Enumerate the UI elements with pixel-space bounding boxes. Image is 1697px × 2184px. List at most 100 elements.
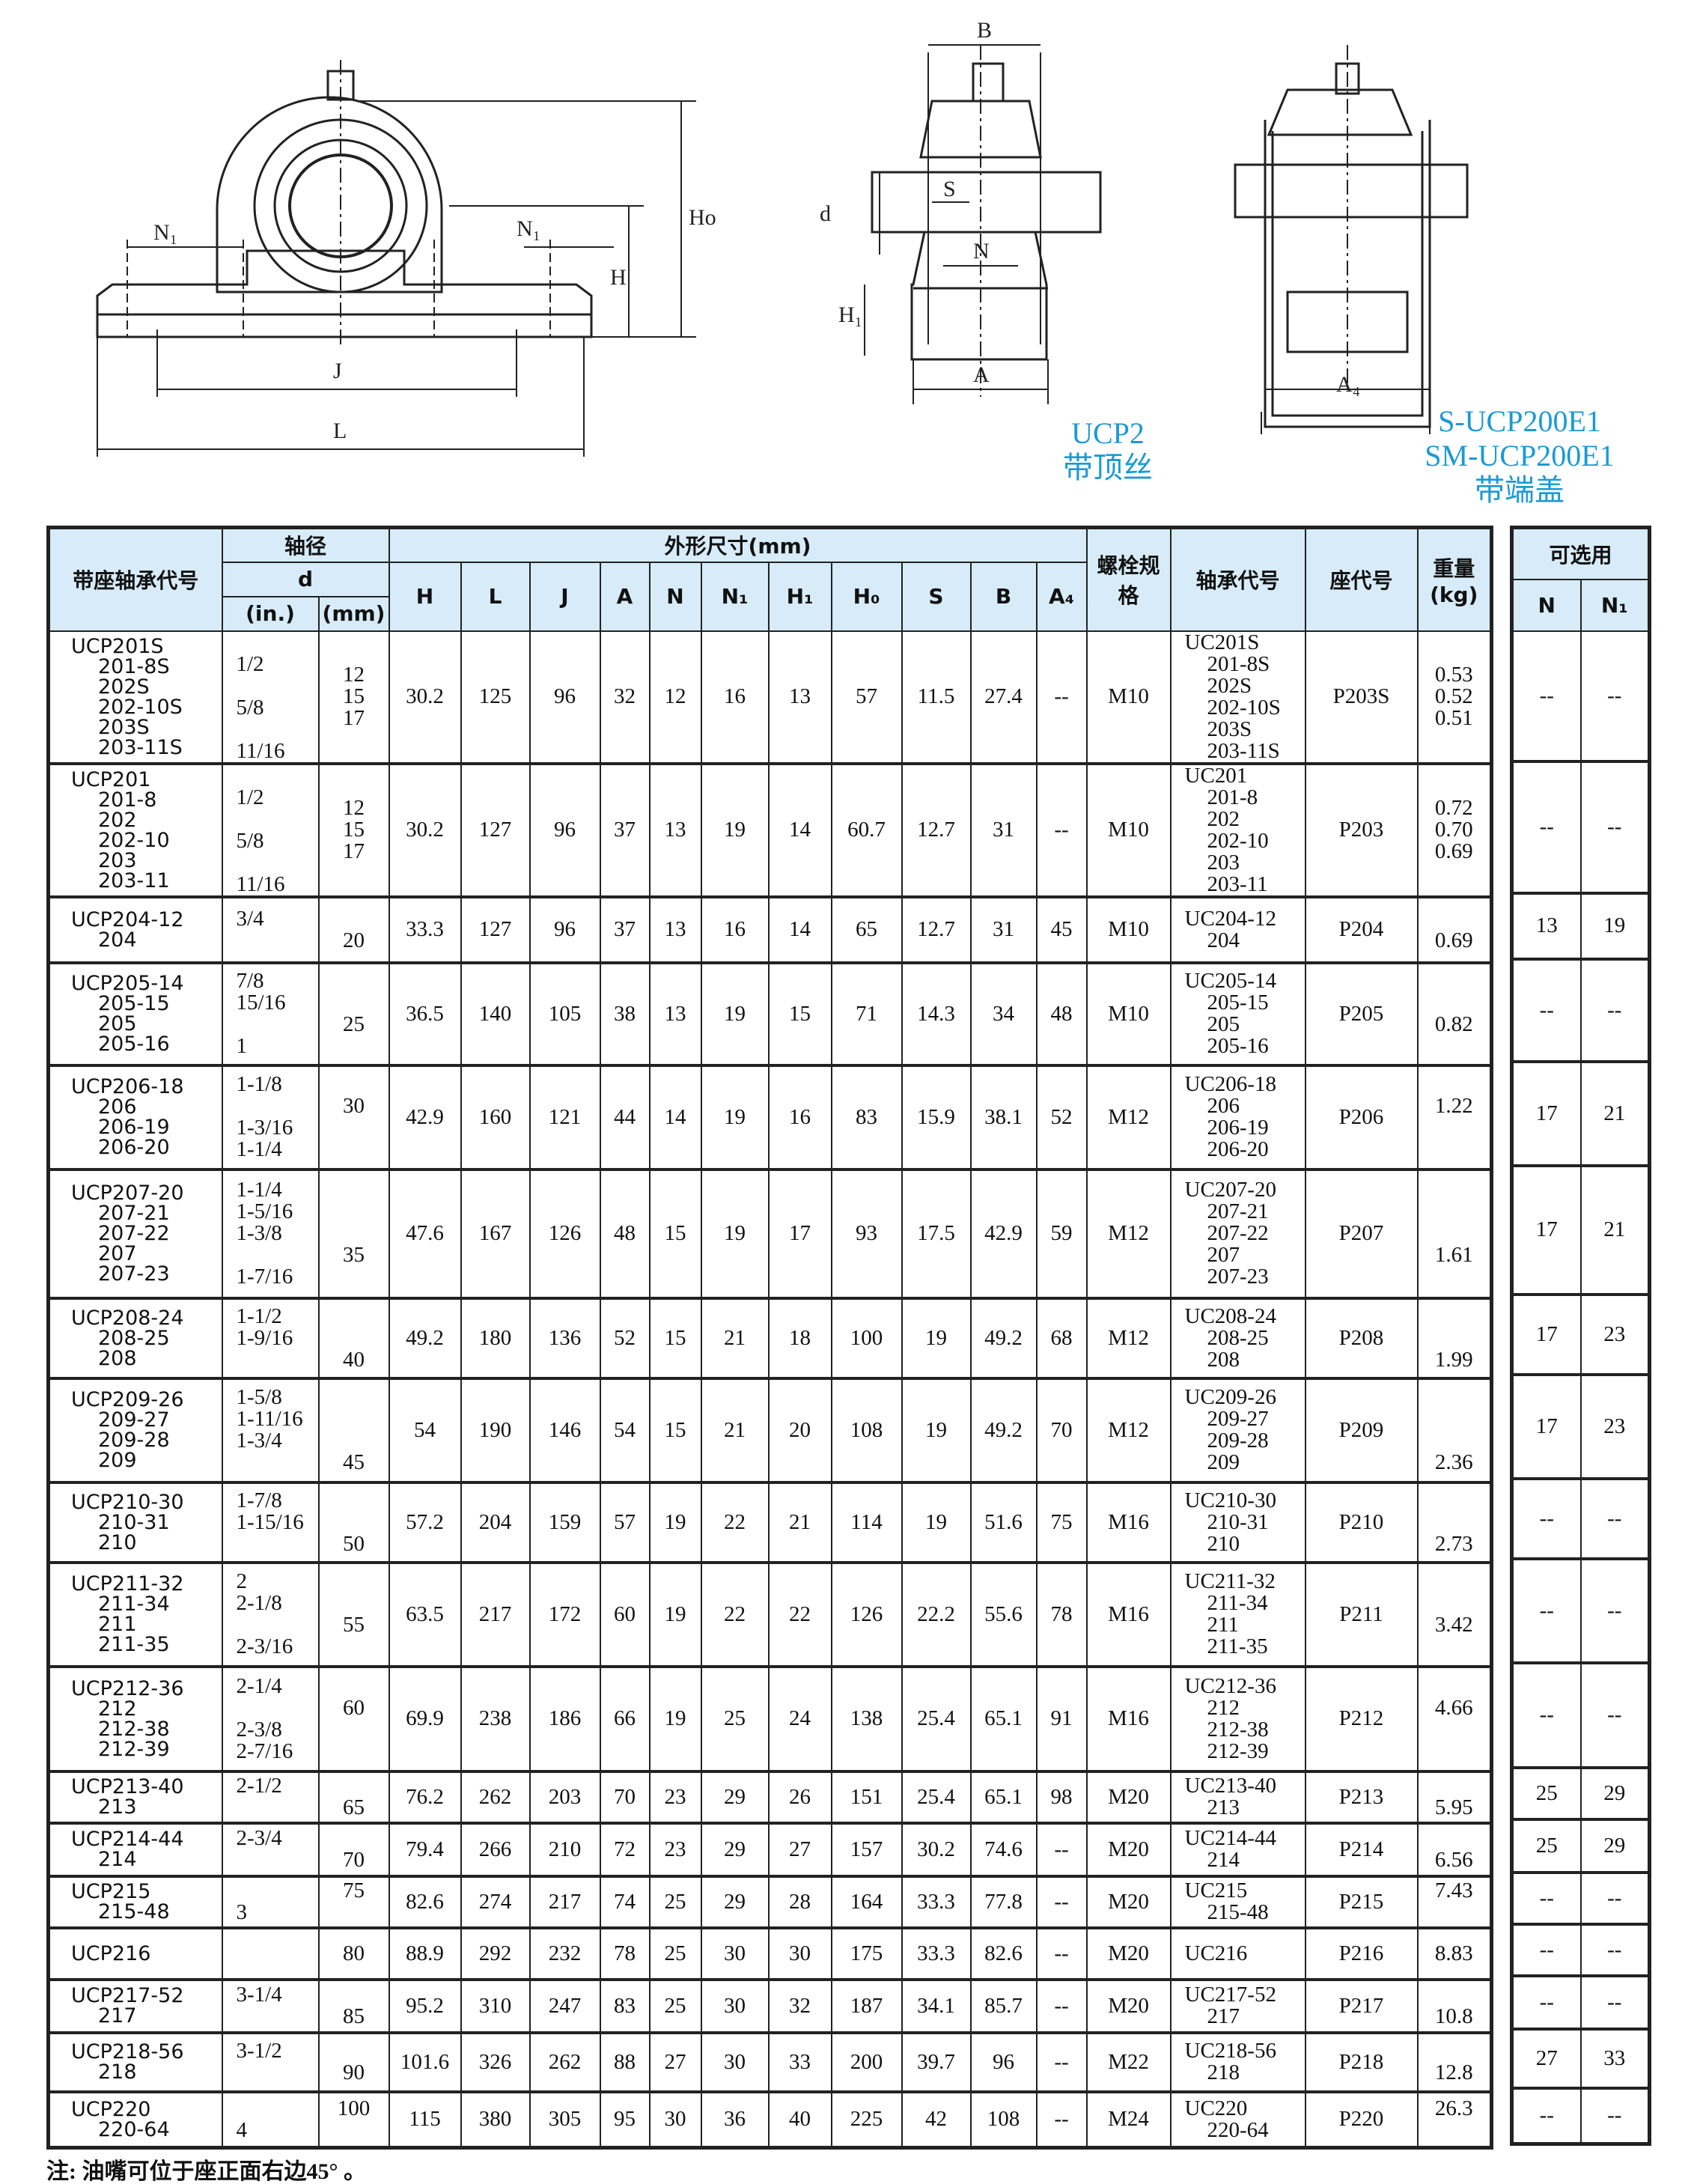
bearing-code: UC214-44 214 xyxy=(1169,1822,1306,1878)
unit-code: UCP206-18 206 206-19 206-20 xyxy=(47,1064,223,1171)
dim-value: 232 xyxy=(528,1926,601,1981)
dim-value: 262 xyxy=(528,2031,601,2093)
bearing-code-line: UC215 xyxy=(1184,1879,1248,1902)
optional-n: 17 xyxy=(1511,1293,1582,1376)
optional-row: 17 23 xyxy=(1511,1373,1651,1480)
weight: 0.69 xyxy=(1416,895,1493,964)
bearing-code-line: 201-8 xyxy=(1207,785,1258,809)
optional-row: -- -- xyxy=(1511,1477,1651,1560)
dim-value: 91 xyxy=(1035,1665,1088,1773)
weight-line xyxy=(1419,1306,1490,1327)
optional-n1: -- xyxy=(1579,760,1651,895)
dim-value: 247 xyxy=(528,1978,601,2034)
shaft-inch-line: 1-7/16 xyxy=(236,1265,293,1289)
optional-n1: 29 xyxy=(1579,1818,1651,1874)
bolt-size: M20 xyxy=(1085,1822,1172,1878)
bearing-code-line: 202-10S xyxy=(1207,695,1281,720)
unit-code: UCP213-40 213 xyxy=(47,1770,223,1825)
table-row: UCP214-44 214 2-3/4 70 79.4 266 210 72 23 29 27 15… xyxy=(47,1822,1493,1878)
unit-code-line: 220-64 xyxy=(98,2117,170,2141)
dim-value: 96 xyxy=(528,630,601,765)
unit-code-line: UCP217-52 xyxy=(71,1984,184,2007)
shaft-inch-line xyxy=(237,1095,318,1117)
bearing-code-line: 206-19 xyxy=(1207,1116,1269,1140)
weight-line xyxy=(1419,1327,1490,1349)
shaft-mm-line xyxy=(320,1139,389,1161)
shaft-mm-line xyxy=(320,1719,389,1741)
dim-value: 238 xyxy=(460,1665,531,1773)
shaft-inch-line xyxy=(237,632,318,654)
dim-value: 12 xyxy=(648,630,702,765)
dim-value: -- xyxy=(1035,1875,1088,1929)
shaft-inch-line xyxy=(237,675,318,697)
shaft-mm-line xyxy=(320,1074,389,1095)
weight-line xyxy=(1419,1074,1490,1095)
weight-line: 8.83 xyxy=(1434,1941,1473,1965)
dim-value: 19 xyxy=(700,961,770,1067)
housing-code: P205 xyxy=(1304,961,1419,1067)
shaft-mm-line xyxy=(320,1571,389,1593)
shaft-inch-line xyxy=(237,1244,318,1266)
weight: 8.83 xyxy=(1416,1926,1493,1981)
unit-code-line: UCP212-36 xyxy=(71,1676,184,1700)
dim-value: 380 xyxy=(460,2090,531,2150)
unit-code: UCP210-30 210-31 210 xyxy=(47,1481,223,1564)
table-row: UCP205-14 205-15 205 205-16 7/8 15/16 1 25 36… xyxy=(47,961,1493,1067)
weight-line xyxy=(1419,1984,1490,2006)
shaft-mm-line: 40 xyxy=(343,1347,365,1372)
shaft-mm-line: 85 xyxy=(343,2004,365,2028)
bearing-code-line: UC218-56 xyxy=(1184,2039,1276,2063)
optional-n1: 23 xyxy=(1579,1373,1651,1480)
shaft-mm-line: 65 xyxy=(343,1795,365,1819)
dim-value: 34 xyxy=(969,961,1038,1067)
unit-code-line: 204 xyxy=(98,928,137,952)
weight-line xyxy=(1419,1593,1490,1614)
dim-value: 151 xyxy=(830,1770,903,1825)
shaft-inch-line xyxy=(237,765,318,787)
dim-value: 65 xyxy=(830,895,903,964)
dim-value: 292 xyxy=(460,1926,531,1981)
header-dim-col: J xyxy=(528,561,601,632)
bolt-size: M20 xyxy=(1085,1926,1172,1981)
pillow-block-front-drawing: N₁ N₁ Ho H J L B S d N H₁ A A₄ xyxy=(96,18,1469,457)
dim-value: 42 xyxy=(901,2090,972,2150)
shaft-inch-line: 1-7/8 xyxy=(236,1488,282,1512)
bearing-code-line: 208-25 xyxy=(1207,1325,1269,1350)
shaft-inch: 3-1/4 xyxy=(221,1978,320,2034)
dim-value: 19 xyxy=(648,1481,702,1564)
bearing-code: UC210-30 210-31 210 xyxy=(1169,1481,1306,1564)
bearing-code: UC205-14 205-15 205 205-16 xyxy=(1169,961,1306,1067)
unit-code-line: UCP206-18 xyxy=(71,1075,184,1098)
unit-code-line: 209 xyxy=(98,1449,137,1472)
bearing-code-line: UC217-52 xyxy=(1184,1983,1276,2007)
bolt-size: M16 xyxy=(1085,1561,1172,1668)
table-row: UCP212-36 212 212-38 212-39 2-1/4 2-3/8 2-7/1… xyxy=(47,1665,1493,1773)
unit-code-line: 207-22 xyxy=(98,1222,170,1245)
bearing-code-line: 214 xyxy=(1207,1848,1240,1872)
header-dim-col: B xyxy=(969,561,1038,632)
shaft-mm: 55 xyxy=(317,1561,390,1668)
j-label: J xyxy=(333,359,342,383)
bearing-code-line: 205-15 xyxy=(1207,991,1269,1015)
dim-value: 21 xyxy=(700,1297,770,1380)
dim-value: 78 xyxy=(599,1926,651,1981)
unit-code-line: 206-19 xyxy=(98,1116,170,1139)
dim-value: 23 xyxy=(648,1822,702,1878)
weight-line: 0.72 xyxy=(1434,796,1473,820)
shaft-mm-line xyxy=(320,1266,389,1288)
shaft-mm-line xyxy=(320,1636,389,1658)
unit-code: UCP214-44 214 xyxy=(47,1822,223,1878)
shaft-inch-line: 5/8 xyxy=(236,828,264,853)
shaft-mm: 90 xyxy=(317,2031,390,2093)
unit-code-line: 211-35 xyxy=(98,1633,170,1656)
shaft-mm-line: 80 xyxy=(343,1941,365,1965)
caption-line: S-UCP200E1 xyxy=(1438,404,1601,438)
dim-value: 30 xyxy=(648,2090,702,2150)
shaft-mm-line xyxy=(320,992,389,1014)
dim-value: 274 xyxy=(460,1875,531,1929)
weight-line xyxy=(1419,1636,1490,1658)
shaft-inch-line: 1-3/8 xyxy=(236,1221,282,1245)
optional-row: -- -- xyxy=(1511,760,1651,895)
optional-n1: 33 xyxy=(1579,2028,1651,2090)
unit-code-line: 210-31 xyxy=(98,1510,170,1534)
